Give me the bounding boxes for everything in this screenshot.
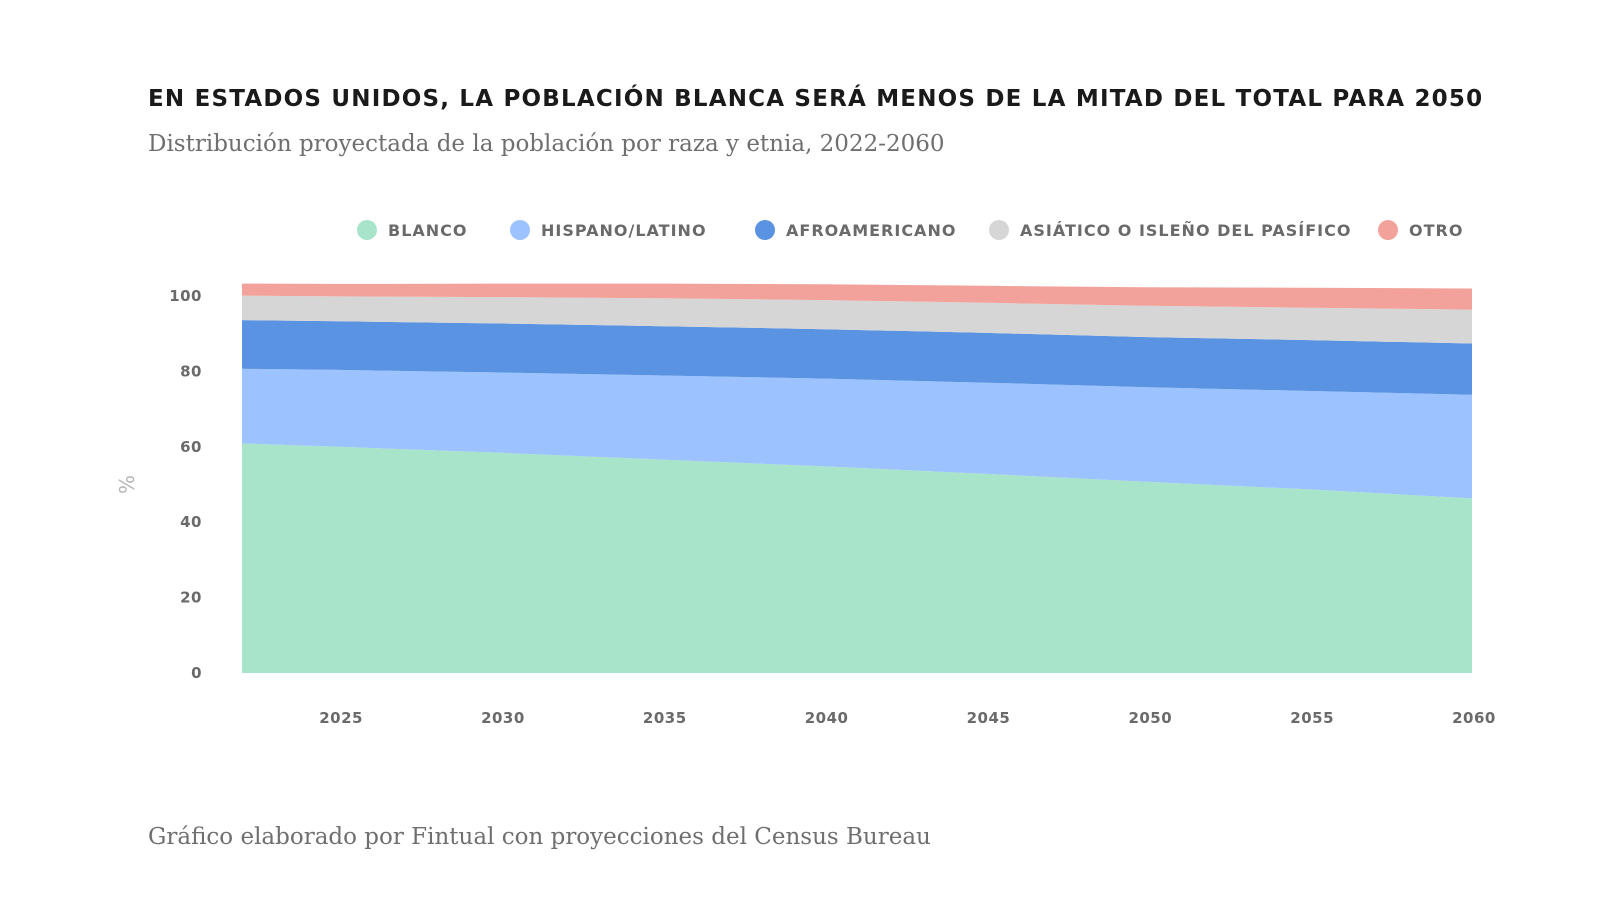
y-tick-label: 40 — [180, 513, 202, 531]
legend-swatch — [989, 220, 1009, 240]
y-tick-label: 80 — [180, 362, 202, 380]
legend-label: ASIÁTICO O ISLEÑO DEL PASÍFICO — [1020, 221, 1351, 240]
y-tick-label: 60 — [180, 438, 202, 456]
y-tick-label: 0 — [191, 664, 202, 682]
chart-legend: BLANCO HISPANO/LATINO AFROAMERICANO ASIÁTIC… — [357, 220, 1463, 240]
area-series-hispano-latino — [242, 368, 1472, 499]
y-tick-label: 100 — [169, 287, 202, 305]
legend-item-afroamericano: AFROAMERICANO — [755, 220, 956, 240]
chart-subtitle: Distribución proyectada de la población … — [148, 131, 945, 157]
x-tick-label: 2040 — [805, 709, 849, 727]
legend-item-asiatico-o-isleno-del-pasifico: ASIÁTICO O ISLEÑO DEL PASÍFICO — [989, 220, 1351, 240]
legend-swatch — [1378, 220, 1398, 240]
area-series-otro — [242, 283, 1472, 310]
legend-label: OTRO — [1409, 221, 1463, 240]
legend-swatch — [357, 220, 377, 240]
y-axis: 0 20 40 60 80 100% — [115, 287, 202, 682]
x-tick-label: 2030 — [481, 709, 525, 727]
legend-swatch — [510, 220, 530, 240]
area-series-blanco — [242, 443, 1472, 673]
legend-item-hispano-latino: HISPANO/LATINO — [510, 220, 707, 240]
area-series-afroamericano — [242, 320, 1472, 395]
area-series-asiatico-o-isleno-del-pasifico — [242, 295, 1472, 344]
legend-item-otro: OTRO — [1378, 220, 1463, 240]
legend-label: AFROAMERICANO — [786, 221, 956, 240]
chart-source-note: Gráfico elaborado por Fintual con proyec… — [148, 824, 931, 850]
legend-label: BLANCO — [388, 221, 468, 240]
x-tick-label: 2055 — [1290, 709, 1334, 727]
x-tick-label: 2045 — [967, 709, 1011, 727]
x-tick-label: 2035 — [643, 709, 687, 727]
legend-item-blanco: BLANCO — [357, 220, 468, 240]
x-tick-label: 2025 — [319, 709, 363, 727]
chart-areas — [242, 283, 1472, 673]
legend-label: HISPANO/LATINO — [541, 221, 707, 240]
y-axis-label: % — [115, 475, 139, 494]
y-tick-label: 20 — [180, 589, 202, 607]
x-tick-label: 2050 — [1128, 709, 1172, 727]
x-tick-label: 2060 — [1452, 709, 1496, 727]
legend-swatch — [755, 220, 775, 240]
x-axis: 2025 2030 2035 2040 2045 2050 2055 2060 — [319, 709, 1496, 727]
chart-title: EN ESTADOS UNIDOS, LA POBLACIÓN BLANCA S… — [148, 86, 1484, 112]
